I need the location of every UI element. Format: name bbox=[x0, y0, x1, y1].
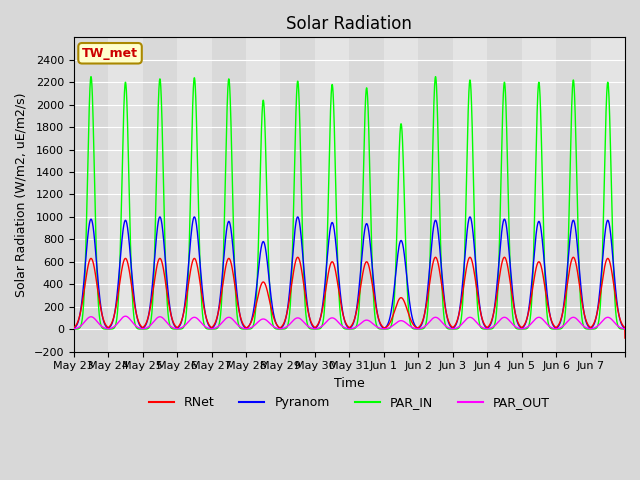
Bar bbox=[522, 37, 556, 351]
X-axis label: Time: Time bbox=[334, 377, 365, 390]
Bar bbox=[315, 37, 349, 351]
Bar bbox=[591, 37, 625, 351]
Bar bbox=[74, 37, 108, 351]
Bar bbox=[280, 37, 315, 351]
Bar bbox=[246, 37, 280, 351]
Bar bbox=[143, 37, 177, 351]
Bar bbox=[452, 37, 487, 351]
Bar bbox=[487, 37, 522, 351]
Bar bbox=[212, 37, 246, 351]
Bar bbox=[108, 37, 143, 351]
Y-axis label: Solar Radiation (W/m2, uE/m2/s): Solar Radiation (W/m2, uE/m2/s) bbox=[15, 92, 28, 297]
Bar bbox=[384, 37, 419, 351]
Title: Solar Radiation: Solar Radiation bbox=[287, 15, 412, 33]
Bar bbox=[177, 37, 212, 351]
Bar bbox=[419, 37, 452, 351]
Text: TW_met: TW_met bbox=[82, 47, 138, 60]
Legend: RNet, Pyranom, PAR_IN, PAR_OUT: RNet, Pyranom, PAR_IN, PAR_OUT bbox=[144, 391, 555, 414]
Bar bbox=[556, 37, 591, 351]
Bar bbox=[349, 37, 384, 351]
